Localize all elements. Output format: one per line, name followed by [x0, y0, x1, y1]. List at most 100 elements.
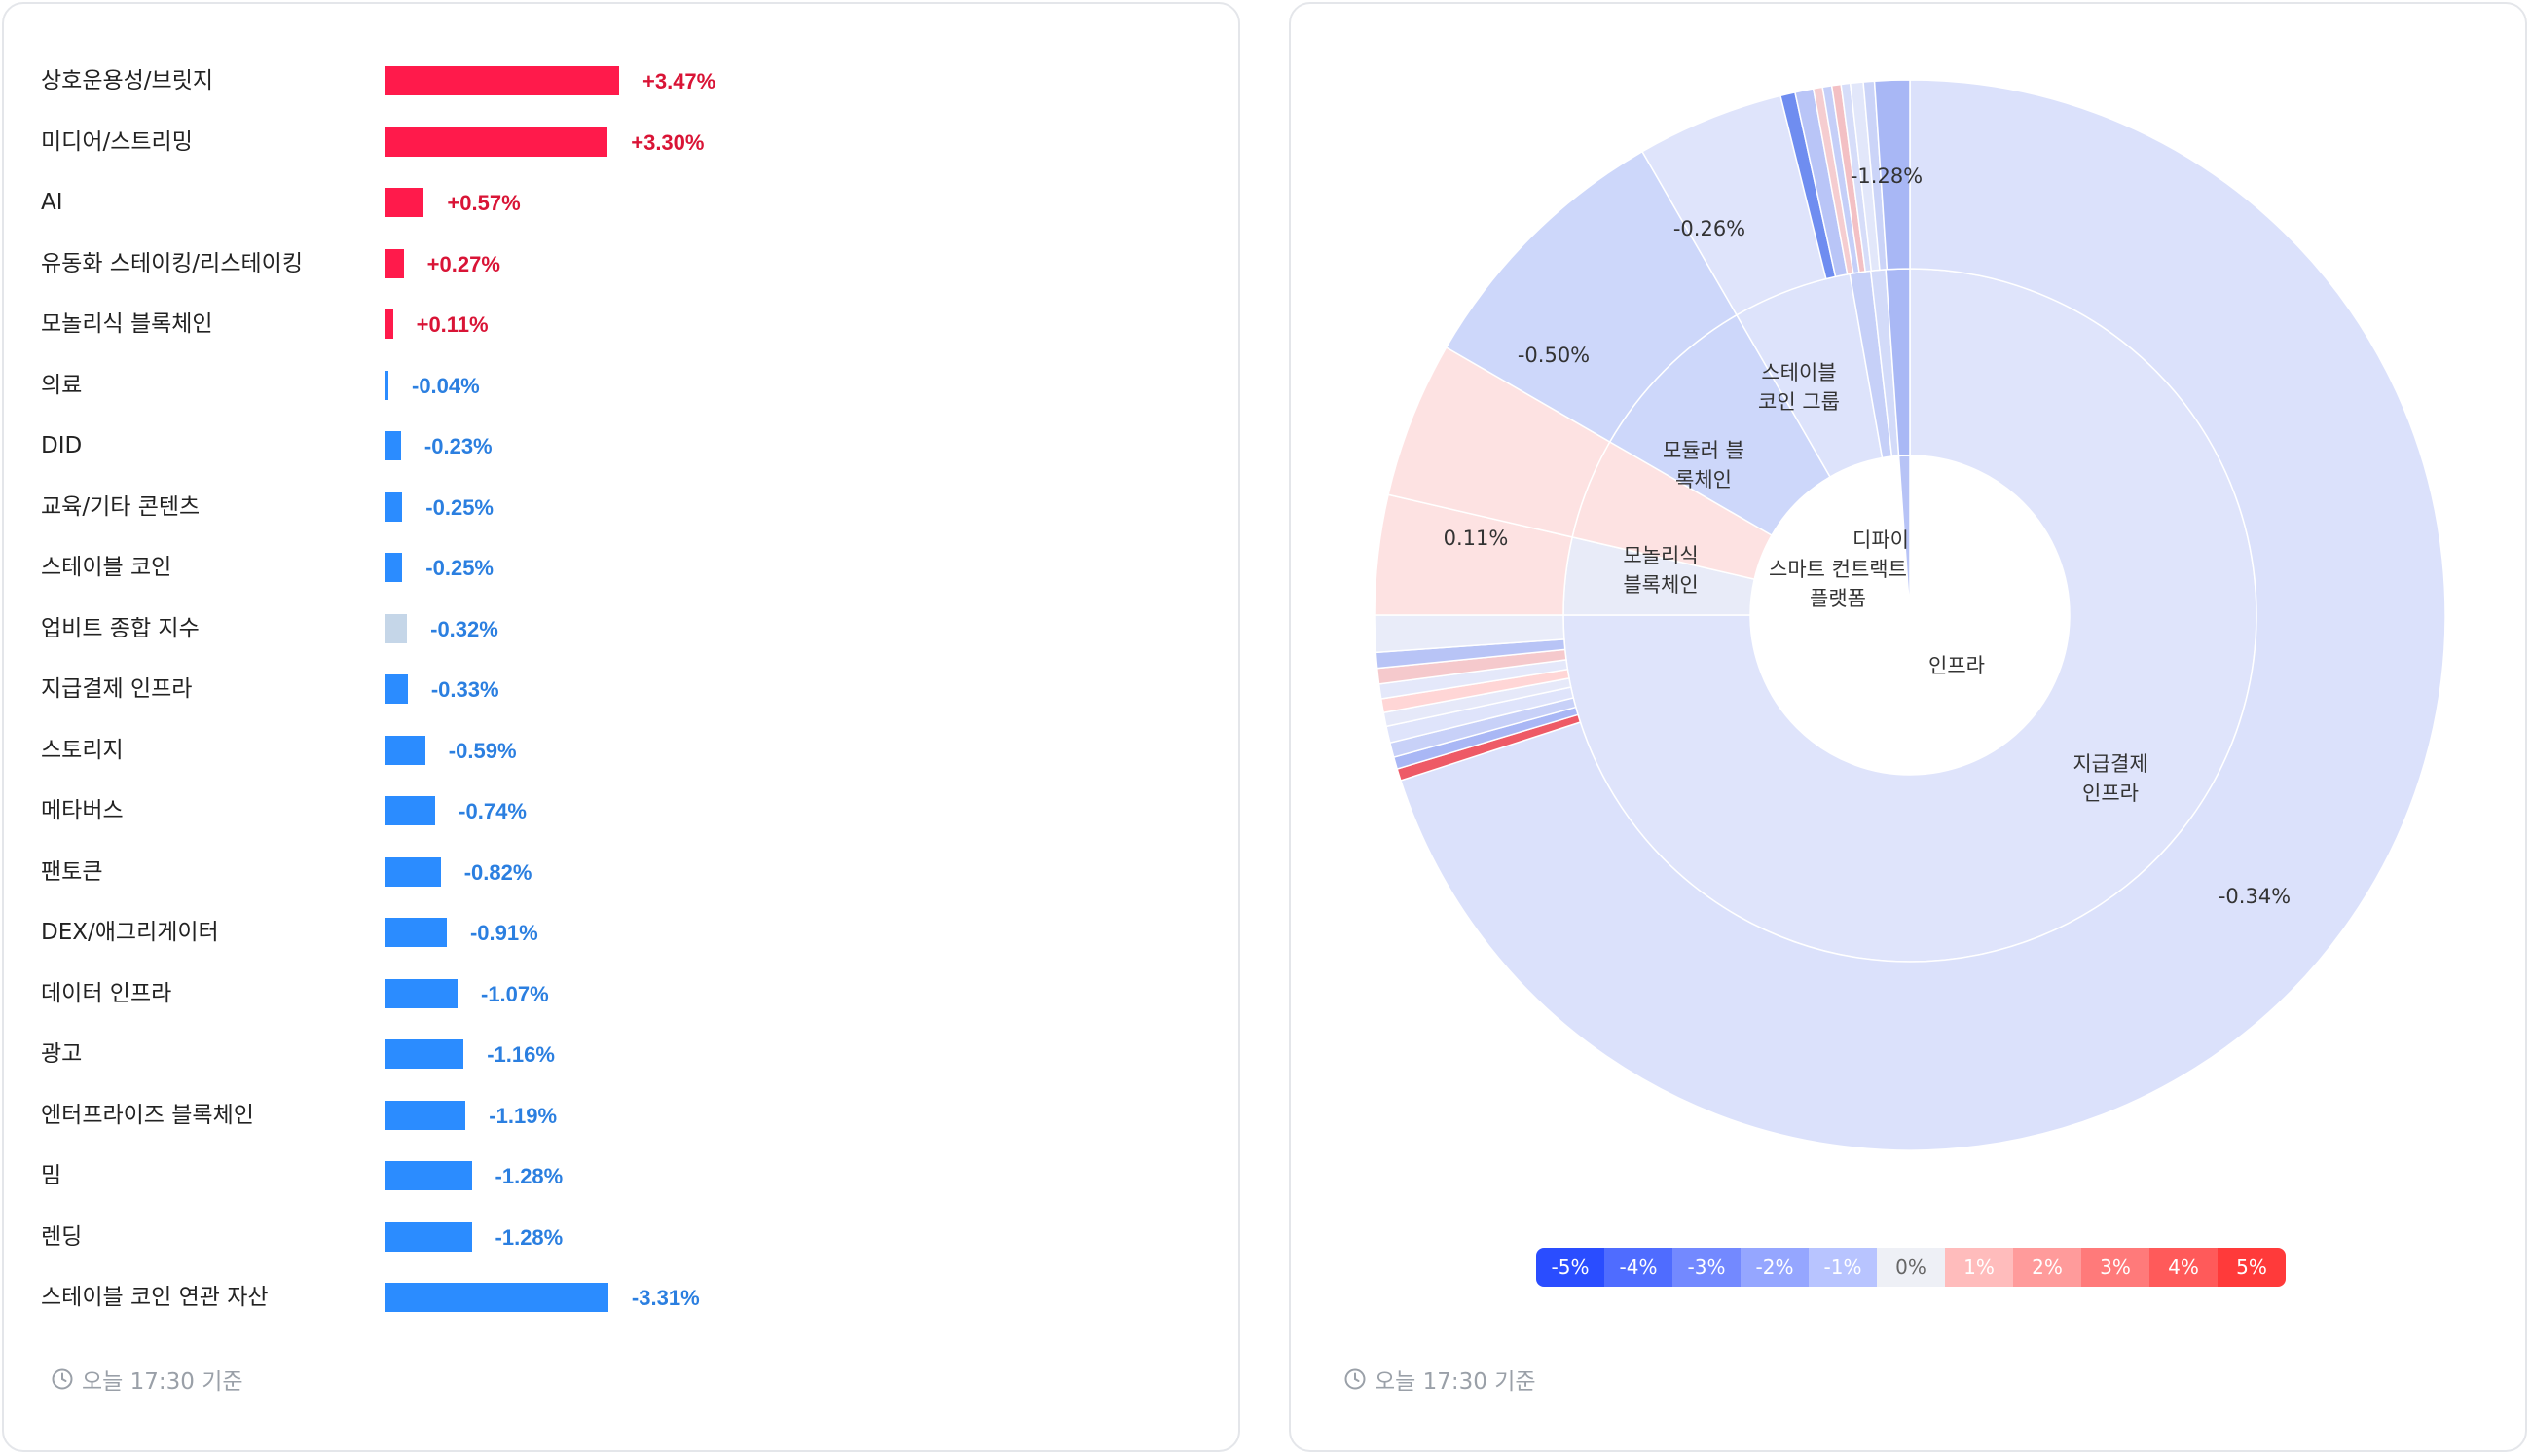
bar-label: 상호운용성/브릿지: [41, 68, 214, 93]
bar-value-label: -0.91%: [469, 921, 538, 945]
legend-swatch: 4%: [2149, 1248, 2218, 1287]
legend-swatch: 2%: [2013, 1248, 2081, 1287]
bar[interactable]: [385, 1221, 472, 1252]
bar-label: 스테이블 코인 연관 자산: [41, 1285, 269, 1310]
bar-row[interactable]: 메타버스 -0.74%: [4, 790, 1240, 829]
bar-label: AI: [41, 190, 63, 215]
bar[interactable]: [385, 431, 401, 460]
bar-row[interactable]: 업비트 종합 지수 -0.32%: [4, 608, 1240, 647]
bar-row[interactable]: 렌딩 -1.28%: [4, 1217, 1240, 1256]
bar-value-label: -0.74%: [459, 799, 527, 823]
bar-row[interactable]: 의료 -0.04%: [4, 365, 1240, 404]
bar-row[interactable]: 유동화 스테이킹/리스테이킹 +0.27%: [4, 243, 1240, 282]
bar[interactable]: [385, 856, 441, 887]
bar[interactable]: [385, 1100, 466, 1130]
bar-value-label: -0.23%: [423, 434, 493, 458]
sunburst-label-platform: 스마트 컨트랙트: [1769, 558, 1907, 581]
sunburst-label-payment: 인프라: [2082, 782, 2139, 805]
bar-label: 광고: [41, 1041, 83, 1067]
bar-value-label: -1.07%: [481, 981, 549, 1006]
bar[interactable]: [385, 674, 408, 704]
bar-row[interactable]: 교육/기타 콘텐츠 -0.25%: [4, 487, 1240, 526]
bar[interactable]: [385, 309, 393, 339]
bar-value-label: -1.28%: [495, 1164, 564, 1188]
legend-swatch: 3%: [2081, 1248, 2149, 1287]
sunburst-outer-defi[interactable]: [1873, 79, 1911, 271]
bar-label: 팬토큰: [41, 858, 103, 885]
bar[interactable]: [385, 248, 404, 278]
bar[interactable]: [385, 613, 408, 643]
sector-bar-chart-card: 상호운용성/브릿지 +3.47% 미디어/스트리밍 +3.30% AI +0.57% 유동화…: [2, 2, 1240, 1452]
bar-row[interactable]: DEX/애그리게이터 -0.91%: [4, 912, 1240, 951]
bar-value-label: -0.59%: [448, 738, 517, 763]
bar-value-label: +0.11%: [416, 312, 489, 337]
sunburst-label-stablecoin: 스테이블: [1761, 361, 1836, 384]
update-time-label: 오늘 17:30 기준: [82, 1369, 243, 1395]
bar[interactable]: [385, 370, 388, 400]
bar[interactable]: [385, 553, 403, 582]
bar-label: 데이터 인프라: [41, 980, 172, 1006]
sunburst-label-stablecoin: 코인 그룹: [1758, 390, 1840, 414]
bar-label: 의료: [41, 372, 83, 398]
bar-row[interactable]: 스테이블 코인 -0.25%: [4, 547, 1240, 586]
bar-value-label: -0.33%: [430, 677, 499, 702]
bar-row[interactable]: 팬토큰 -0.82%: [4, 852, 1240, 891]
bar-label: DEX/애그리게이터: [41, 920, 219, 945]
legend-swatch: -3%: [1672, 1248, 1741, 1287]
bar[interactable]: [385, 978, 458, 1008]
bar-label: 스토리지: [41, 737, 124, 763]
legend-swatch: -5%: [1536, 1248, 1604, 1287]
bar-value-label: -0.25%: [425, 556, 494, 580]
color-legend: -5% -4% -3% -2% -1% 0% 1% 2% 3% 4% 5%: [1536, 1248, 2286, 1287]
bar-row[interactable]: 광고 -1.16%: [4, 1034, 1240, 1073]
sunburst-outer-payment[interactable]: [1399, 79, 2446, 1151]
update-time: 오늘 17:30 기준: [51, 1363, 243, 1396]
bar-row[interactable]: 밈 -1.28%: [4, 1155, 1240, 1194]
bar[interactable]: [385, 66, 619, 95]
bar[interactable]: [385, 127, 608, 157]
bar[interactable]: [385, 491, 403, 522]
sunburst-label-modular: 모듈러 블: [1663, 439, 1744, 462]
bar-label: DID: [41, 433, 83, 458]
sector-sunburst-card: 인프라 스마트 컨트랙트 플랫폼 디파이 지급결제 인프라 모놀리식 블록체인 모듈러 블 록체인…: [1289, 2, 2527, 1452]
update-time: 오늘 17:30 기준: [1343, 1363, 1536, 1396]
bar-value-label: -1.19%: [489, 1103, 558, 1128]
clock-icon: [52, 1368, 73, 1390]
sunburst-label-modular: 록체인: [1675, 468, 1732, 491]
bar-label: 모놀리식 블록체인: [41, 311, 213, 337]
bar[interactable]: [385, 1039, 464, 1069]
bar-row[interactable]: DID -0.23%: [4, 425, 1240, 464]
legend-swatch: -2%: [1741, 1248, 1809, 1287]
bar-row[interactable]: 미디어/스트리밍 +3.30%: [4, 122, 1240, 161]
bar-value-label: +3.47%: [642, 69, 716, 93]
bar[interactable]: [385, 735, 425, 765]
bar-row[interactable]: 상호운용성/브릿지 +3.47%: [4, 60, 1240, 99]
bar-label: 유동화 스테이킹/리스테이킹: [41, 250, 303, 276]
bar-row[interactable]: 데이터 인프라 -1.07%: [4, 973, 1240, 1012]
bar-label: 업비트 종합 지수: [41, 615, 200, 641]
bar-row[interactable]: 모놀리식 블록체인 +0.11%: [4, 304, 1240, 343]
bar-value-label: -0.25%: [425, 494, 494, 520]
bar[interactable]: [385, 918, 447, 947]
bar[interactable]: [385, 796, 436, 825]
bar[interactable]: [385, 1161, 472, 1190]
bar-row[interactable]: 지급결제 인프라 -0.33%: [4, 669, 1240, 708]
bar-value-label: -0.82%: [463, 859, 532, 885]
update-time-label: 오늘 17:30 기준: [1375, 1369, 1536, 1395]
bar-label: 미디어/스트리밍: [41, 128, 193, 155]
clock-icon: [1344, 1368, 1366, 1390]
bar-row[interactable]: AI +0.57%: [4, 182, 1240, 221]
bar-value-label: -0.04%: [412, 373, 480, 398]
bar-label: 렌딩: [41, 1223, 83, 1250]
bar[interactable]: [385, 188, 424, 217]
bar-value-label: +3.30%: [631, 129, 705, 155]
bar-row[interactable]: 스테이블 코인 연관 자산 -3.31%: [4, 1277, 1240, 1316]
bar[interactable]: [385, 1283, 608, 1312]
bar-row[interactable]: 엔터프라이즈 블록체인 -1.19%: [4, 1095, 1240, 1134]
sunburst-label-defi: 디파이: [1852, 528, 1909, 552]
bar-value-label: -1.16%: [487, 1042, 555, 1067]
bar-row[interactable]: 스토리지 -0.59%: [4, 730, 1240, 769]
bar-value-label: -1.28%: [495, 1224, 564, 1250]
sunburst-label-monolithic: 블록체인: [1623, 573, 1698, 597]
